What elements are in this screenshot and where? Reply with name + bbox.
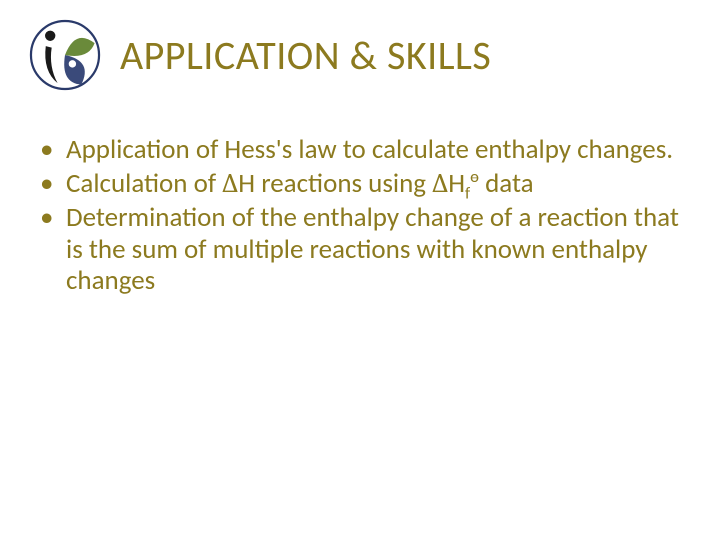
bullet-text: Calculation of: [66, 167, 222, 200]
superscript: ɵ: [470, 167, 479, 187]
list-item: Calculation of ∆H reactions using ∆Hfɵ d…: [38, 168, 692, 200]
bullet-text: H reactions using: [238, 167, 432, 200]
bullet-text: Determination of the enthalpy change of …: [66, 201, 679, 298]
bullet-text: H: [448, 167, 465, 200]
list-item: Determination of the enthalpy change of …: [38, 202, 692, 298]
page-title: APPLICATION & SKILLS: [120, 31, 491, 80]
header: APPLICATION & SKILLS: [28, 18, 692, 92]
list-item: Application of Hess's law to calculate e…: [38, 134, 692, 166]
delta-symbol: ∆: [222, 168, 238, 199]
bullet-text: data: [479, 167, 534, 200]
ib-logo-icon: [28, 18, 102, 92]
bullet-text: Application of Hess's law to calculate e…: [66, 133, 673, 166]
slide: APPLICATION & SKILLS Application of Hess…: [0, 0, 720, 540]
bullet-list: Application of Hess's law to calculate e…: [28, 134, 692, 297]
delta-symbol: ∆: [432, 168, 448, 199]
